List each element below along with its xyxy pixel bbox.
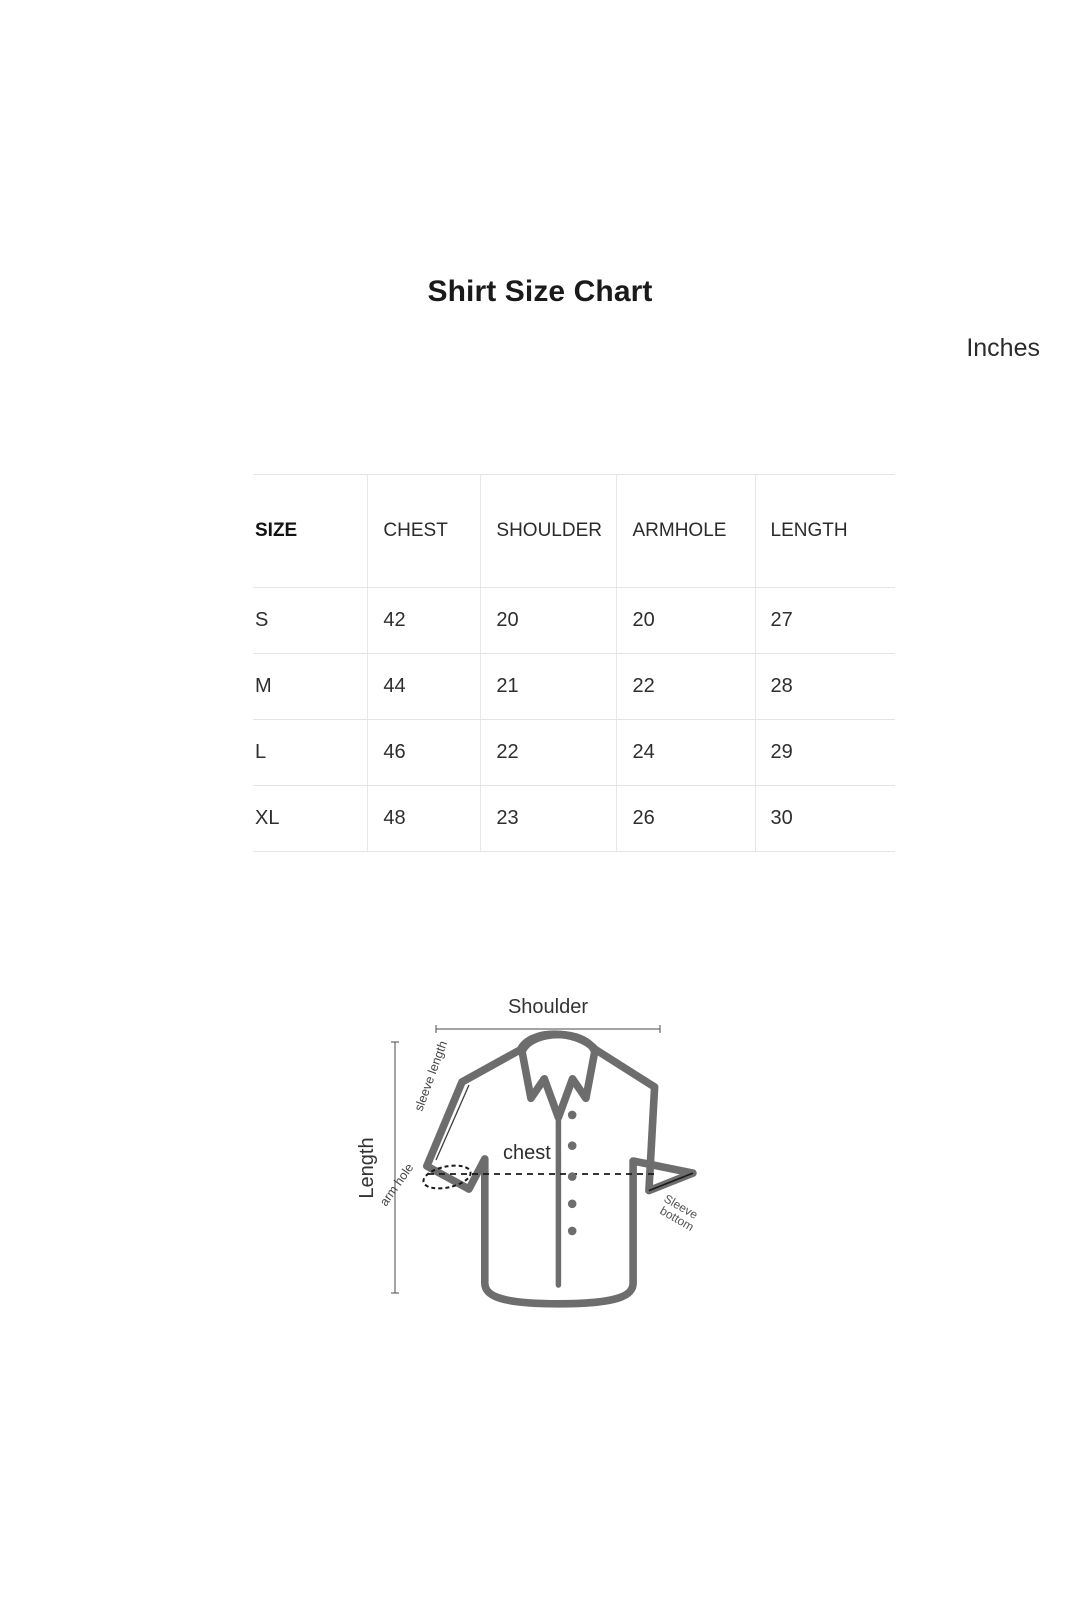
svg-text:Length: Length xyxy=(356,1137,378,1198)
svg-text:chest: chest xyxy=(503,1142,551,1164)
svg-text:sleeve length: sleeve length xyxy=(412,1039,450,1113)
svg-text:Shoulder: Shoulder xyxy=(508,996,588,1018)
svg-text:arm hole: arm hole xyxy=(377,1161,416,1209)
